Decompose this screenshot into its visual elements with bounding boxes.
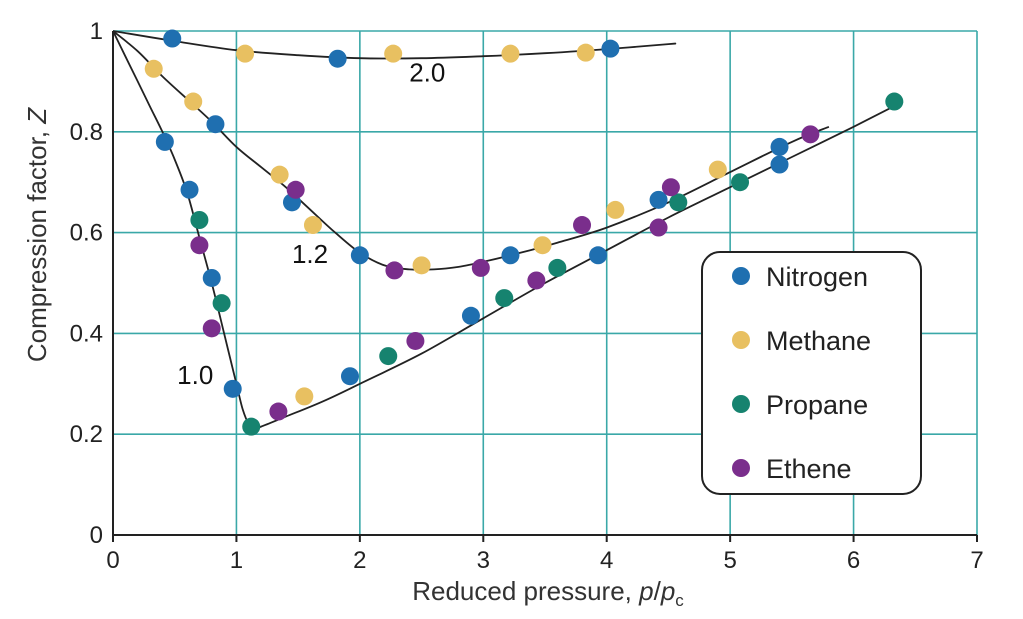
point-propane-5 — [548, 258, 567, 277]
point-propane-1 — [212, 294, 231, 313]
point-ethene-9 — [649, 218, 668, 237]
curve-1-2 — [112, 30, 830, 271]
point-methane-0 — [144, 59, 163, 78]
point-nitrogen-12 — [180, 180, 199, 199]
data-points — [144, 29, 904, 436]
point-nitrogen-0 — [163, 29, 182, 48]
point-nitrogen-10 — [770, 137, 789, 156]
point-ethene-10 — [661, 178, 680, 197]
legend-marker-propane — [732, 395, 750, 413]
point-nitrogen-15 — [340, 367, 359, 386]
point-methane-2 — [384, 44, 403, 63]
axes — [112, 31, 977, 536]
point-propane-7 — [731, 173, 750, 192]
x-tick-label-6: 6 — [847, 547, 860, 574]
point-nitrogen-11 — [770, 155, 789, 174]
legend-marker-methane — [732, 331, 750, 349]
point-nitrogen-4 — [206, 115, 225, 134]
point-propane-0 — [190, 211, 209, 229]
point-nitrogen-9 — [649, 190, 668, 209]
y-axis-label-z: Z — [22, 107, 52, 125]
point-nitrogen-6 — [350, 246, 369, 265]
point-ethene-4 — [406, 331, 425, 350]
x-axis-label-main: Reduced pressure, — [412, 576, 639, 606]
point-methane-11 — [708, 160, 727, 179]
legend-label-propane: Propane — [766, 390, 868, 420]
point-ethene-2 — [202, 319, 221, 338]
legend-box — [701, 251, 922, 495]
point-ethene-3 — [269, 402, 288, 421]
legend-marker-nitrogen — [732, 267, 750, 285]
curve-label-2-0: 2.0 — [409, 57, 445, 87]
point-methane-7 — [303, 216, 322, 235]
y-tick-label-1: 0.2 — [70, 421, 103, 448]
point-nitrogen-14 — [223, 379, 242, 398]
y-axis-label-main: Compression factor, — [22, 124, 52, 362]
legend-marker-ethene — [732, 459, 750, 477]
point-propane-4 — [495, 289, 514, 308]
point-methane-10 — [606, 200, 625, 219]
legend-label-ethene: Ethene — [766, 454, 852, 484]
point-nitrogen-3 — [155, 132, 174, 151]
point-ethene-6 — [471, 258, 490, 277]
y-axis-label: Compression factor, Z — [22, 107, 52, 362]
point-nitrogen-1 — [328, 49, 347, 68]
x-tick-label-2: 2 — [353, 547, 366, 574]
x-axis-label-p: p — [638, 576, 653, 606]
point-methane-3 — [501, 44, 520, 63]
curve-label-1-0: 1.0 — [177, 360, 213, 390]
point-ethene-8 — [573, 216, 592, 235]
curve-labels: 2.0 1.2 1.0 — [177, 57, 445, 389]
point-ethene-11 — [801, 125, 820, 144]
x-axis-label-slash: / — [654, 576, 662, 606]
point-nitrogen-2 — [601, 39, 620, 58]
point-nitrogen-8 — [589, 246, 608, 265]
point-ethene-1 — [190, 236, 209, 255]
point-ethene-7 — [527, 271, 546, 290]
y-tick-label-2: 0.4 — [70, 320, 103, 347]
legend: Nitrogen Methane Propane Ethene — [701, 251, 922, 495]
point-methane-4 — [576, 43, 595, 62]
point-methane-9 — [533, 236, 552, 255]
point-ethene-0 — [286, 180, 305, 199]
x-tick-label-5: 5 — [723, 547, 736, 574]
point-methane-8 — [412, 256, 431, 275]
y-tick-label-4: 0.8 — [70, 119, 103, 146]
point-nitrogen-7 — [501, 246, 520, 265]
x-axis-label-sub: c — [675, 591, 684, 610]
x-tick-label-0: 0 — [106, 547, 119, 574]
point-methane-1 — [236, 44, 255, 63]
x-axis-label: Reduced pressure, p/pc — [412, 576, 684, 610]
point-propane-3 — [379, 347, 398, 366]
point-methane-6 — [270, 165, 289, 184]
point-methane-5 — [184, 92, 203, 111]
legend-items: Nitrogen Methane Propane Ethene — [732, 262, 871, 484]
point-ethene-5 — [385, 261, 404, 280]
x-tick-label-4: 4 — [600, 547, 613, 574]
legend-label-nitrogen: Nitrogen — [766, 262, 868, 292]
y-tick-label-5: 1 — [90, 18, 103, 45]
curve-label-1-2: 1.2 — [292, 239, 328, 269]
point-propane-2 — [242, 417, 261, 436]
y-tick-labels: 0 0.2 0.4 0.6 0.8 1 — [70, 18, 103, 549]
y-tick-label-0: 0 — [90, 522, 103, 549]
x-tick-label-3: 3 — [477, 547, 490, 574]
y-tick-label-3: 0.6 — [70, 220, 103, 247]
curve-2-0 — [112, 30, 677, 60]
x-tick-label-7: 7 — [970, 547, 983, 574]
x-tick-labels: 0 1 2 3 4 5 6 7 — [106, 535, 984, 574]
legend-label-methane: Methane — [766, 326, 871, 356]
point-propane-8 — [885, 92, 904, 111]
x-tick-label-1: 1 — [230, 547, 243, 574]
point-methane-12 — [295, 387, 314, 406]
point-nitrogen-13 — [202, 268, 221, 287]
x-axis-label-pc: p — [660, 576, 675, 606]
point-propane-6 — [669, 193, 688, 212]
point-nitrogen-16 — [461, 306, 480, 325]
